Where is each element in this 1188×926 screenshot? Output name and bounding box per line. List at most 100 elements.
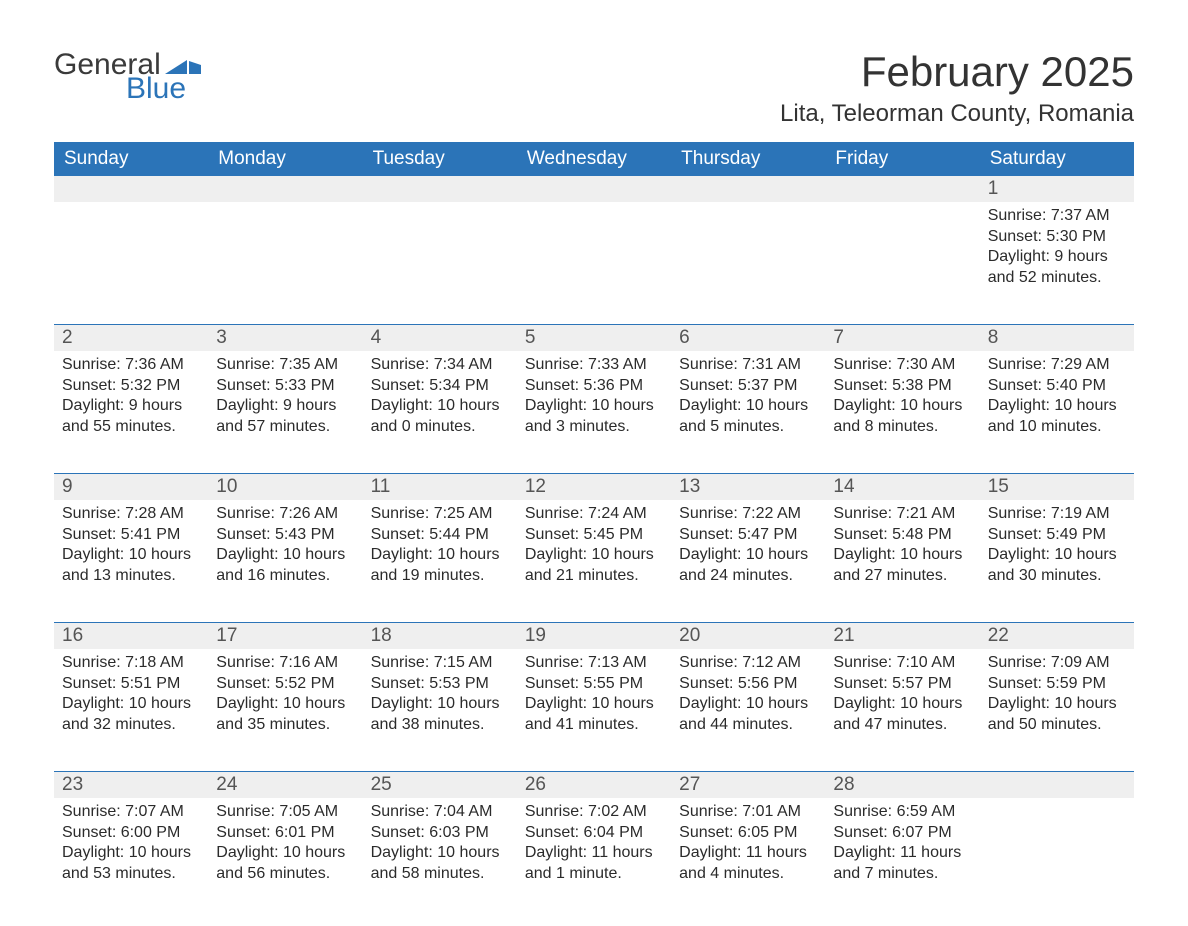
daylight-line: Daylight: 10 hours and 35 minutes. xyxy=(216,694,354,735)
sunset-line: Sunset: 5:45 PM xyxy=(525,525,663,545)
day-cell: Sunrise: 7:09 AMSunset: 5:59 PMDaylight:… xyxy=(980,649,1134,747)
daylight-line: Daylight: 10 hours and 38 minutes. xyxy=(371,694,509,735)
daylight-line: Daylight: 10 hours and 8 minutes. xyxy=(833,396,971,437)
weekday-header: Sunday Monday Tuesday Wednesday Thursday… xyxy=(54,142,1134,176)
daybody-row: Sunrise: 7:07 AMSunset: 6:00 PMDaylight:… xyxy=(54,798,1134,896)
daylight-line: Daylight: 10 hours and 44 minutes. xyxy=(679,694,817,735)
location-subtitle: Lita, Teleorman County, Romania xyxy=(780,100,1134,128)
sunset-line: Sunset: 5:52 PM xyxy=(216,674,354,694)
sunrise-line: Sunrise: 7:36 AM xyxy=(62,355,200,375)
sunset-line: Sunset: 5:48 PM xyxy=(833,525,971,545)
sunset-line: Sunset: 6:04 PM xyxy=(525,823,663,843)
day-cell: Sunrise: 7:28 AMSunset: 5:41 PMDaylight:… xyxy=(54,500,208,598)
day-number xyxy=(517,176,671,202)
day-cell xyxy=(980,798,1134,896)
daylight-line: Daylight: 10 hours and 30 minutes. xyxy=(988,545,1126,586)
sunrise-line: Sunrise: 7:18 AM xyxy=(62,653,200,673)
sunset-line: Sunset: 5:51 PM xyxy=(62,674,200,694)
day-cell: Sunrise: 6:59 AMSunset: 6:07 PMDaylight:… xyxy=(825,798,979,896)
day-cell: Sunrise: 7:25 AMSunset: 5:44 PMDaylight:… xyxy=(363,500,517,598)
daylight-line: Daylight: 11 hours and 1 minute. xyxy=(525,843,663,884)
day-cell xyxy=(671,202,825,300)
day-cell: Sunrise: 7:02 AMSunset: 6:04 PMDaylight:… xyxy=(517,798,671,896)
brand-part2: Blue xyxy=(126,74,201,104)
sunset-line: Sunset: 5:56 PM xyxy=(679,674,817,694)
daylight-line: Daylight: 10 hours and 21 minutes. xyxy=(525,545,663,586)
daybody-row: Sunrise: 7:18 AMSunset: 5:51 PMDaylight:… xyxy=(54,649,1134,747)
daylight-line: Daylight: 10 hours and 16 minutes. xyxy=(216,545,354,586)
day-cell xyxy=(517,202,671,300)
daybody-row: Sunrise: 7:28 AMSunset: 5:41 PMDaylight:… xyxy=(54,500,1134,598)
day-number: 6 xyxy=(671,325,825,351)
sunset-line: Sunset: 5:36 PM xyxy=(525,376,663,396)
sunrise-line: Sunrise: 7:07 AM xyxy=(62,802,200,822)
day-cell: Sunrise: 7:33 AMSunset: 5:36 PMDaylight:… xyxy=(517,351,671,449)
day-number xyxy=(363,176,517,202)
sunrise-line: Sunrise: 7:29 AM xyxy=(988,355,1126,375)
sunset-line: Sunset: 5:49 PM xyxy=(988,525,1126,545)
day-number: 25 xyxy=(363,772,517,798)
daylight-line: Daylight: 10 hours and 27 minutes. xyxy=(833,545,971,586)
sunrise-line: Sunrise: 7:13 AM xyxy=(525,653,663,673)
sunrise-line: Sunrise: 7:34 AM xyxy=(371,355,509,375)
weekday-label: Friday xyxy=(825,142,979,176)
sunset-line: Sunset: 6:07 PM xyxy=(833,823,971,843)
daynum-row: 1 xyxy=(54,176,1134,202)
day-number: 19 xyxy=(517,623,671,649)
day-cell xyxy=(363,202,517,300)
daylight-line: Daylight: 10 hours and 50 minutes. xyxy=(988,694,1126,735)
day-number: 28 xyxy=(825,772,979,798)
sunrise-line: Sunrise: 7:16 AM xyxy=(216,653,354,673)
day-cell: Sunrise: 7:31 AMSunset: 5:37 PMDaylight:… xyxy=(671,351,825,449)
day-cell xyxy=(825,202,979,300)
day-number: 3 xyxy=(208,325,362,351)
daylight-line: Daylight: 10 hours and 53 minutes. xyxy=(62,843,200,884)
day-number: 20 xyxy=(671,623,825,649)
day-cell xyxy=(208,202,362,300)
brand-logo: General Blue xyxy=(54,50,201,104)
day-cell: Sunrise: 7:21 AMSunset: 5:48 PMDaylight:… xyxy=(825,500,979,598)
daynum-row: 16171819202122 xyxy=(54,623,1134,649)
sunset-line: Sunset: 6:03 PM xyxy=(371,823,509,843)
sunrise-line: Sunrise: 7:28 AM xyxy=(62,504,200,524)
day-number: 12 xyxy=(517,474,671,500)
day-number xyxy=(671,176,825,202)
day-number xyxy=(208,176,362,202)
weekday-label: Sunday xyxy=(54,142,208,176)
daylight-line: Daylight: 10 hours and 10 minutes. xyxy=(988,396,1126,437)
daybody-row: Sunrise: 7:36 AMSunset: 5:32 PMDaylight:… xyxy=(54,351,1134,449)
sunset-line: Sunset: 6:01 PM xyxy=(216,823,354,843)
sunrise-line: Sunrise: 7:04 AM xyxy=(371,802,509,822)
daylight-line: Daylight: 10 hours and 58 minutes. xyxy=(371,843,509,884)
daylight-line: Daylight: 11 hours and 4 minutes. xyxy=(679,843,817,884)
sunrise-line: Sunrise: 7:12 AM xyxy=(679,653,817,673)
day-cell: Sunrise: 7:36 AMSunset: 5:32 PMDaylight:… xyxy=(54,351,208,449)
day-number: 14 xyxy=(825,474,979,500)
daynum-row: 232425262728 xyxy=(54,772,1134,798)
daylight-line: Daylight: 10 hours and 32 minutes. xyxy=(62,694,200,735)
sunrise-line: Sunrise: 7:09 AM xyxy=(988,653,1126,673)
daylight-line: Daylight: 10 hours and 3 minutes. xyxy=(525,396,663,437)
day-cell: Sunrise: 7:34 AMSunset: 5:34 PMDaylight:… xyxy=(363,351,517,449)
day-cell: Sunrise: 7:13 AMSunset: 5:55 PMDaylight:… xyxy=(517,649,671,747)
day-number xyxy=(980,772,1134,798)
daylight-line: Daylight: 10 hours and 56 minutes. xyxy=(216,843,354,884)
weekday-label: Thursday xyxy=(671,142,825,176)
sunrise-line: Sunrise: 7:37 AM xyxy=(988,206,1126,226)
sunrise-line: Sunrise: 7:05 AM xyxy=(216,802,354,822)
day-number: 5 xyxy=(517,325,671,351)
day-cell: Sunrise: 7:04 AMSunset: 6:03 PMDaylight:… xyxy=(363,798,517,896)
day-number: 18 xyxy=(363,623,517,649)
sunrise-line: Sunrise: 7:24 AM xyxy=(525,504,663,524)
calendar-week: 2345678Sunrise: 7:36 AMSunset: 5:32 PMDa… xyxy=(54,324,1134,449)
sunset-line: Sunset: 5:53 PM xyxy=(371,674,509,694)
day-number: 24 xyxy=(208,772,362,798)
weekday-label: Wednesday xyxy=(517,142,671,176)
sunset-line: Sunset: 5:57 PM xyxy=(833,674,971,694)
sunrise-line: Sunrise: 7:15 AM xyxy=(371,653,509,673)
day-cell: Sunrise: 7:30 AMSunset: 5:38 PMDaylight:… xyxy=(825,351,979,449)
sunset-line: Sunset: 5:43 PM xyxy=(216,525,354,545)
header: General Blue February 2025 Lita, Teleorm… xyxy=(54,50,1134,128)
sunrise-line: Sunrise: 7:01 AM xyxy=(679,802,817,822)
daybody-row: Sunrise: 7:37 AMSunset: 5:30 PMDaylight:… xyxy=(54,202,1134,300)
